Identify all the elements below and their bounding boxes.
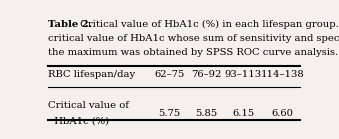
Text: RBC lifespan/day: RBC lifespan/day <box>47 70 135 79</box>
Text: 93–113: 93–113 <box>225 70 262 79</box>
Text: 6.60: 6.60 <box>272 109 294 118</box>
Text: 6.15: 6.15 <box>232 109 255 118</box>
Text: Critical value of: Critical value of <box>47 101 128 110</box>
Text: Critical value of HbA1c (%) in each lifespan group. The: Critical value of HbA1c (%) in each life… <box>77 20 339 29</box>
Text: the maximum was obtained by SPSS ROC curve analysis.: the maximum was obtained by SPSS ROC cur… <box>47 48 338 57</box>
Text: 114–138: 114–138 <box>261 70 305 79</box>
Text: critical value of HbA1c whose sum of sensitivity and specificity reach: critical value of HbA1c whose sum of sen… <box>47 34 339 43</box>
Text: Table 2.: Table 2. <box>47 20 92 29</box>
Text: 5.85: 5.85 <box>196 109 218 118</box>
Text: 5.75: 5.75 <box>159 109 181 118</box>
Text: 76–92: 76–92 <box>192 70 222 79</box>
Text: HbA1c (%): HbA1c (%) <box>47 116 109 125</box>
Text: 62–75: 62–75 <box>155 70 185 79</box>
